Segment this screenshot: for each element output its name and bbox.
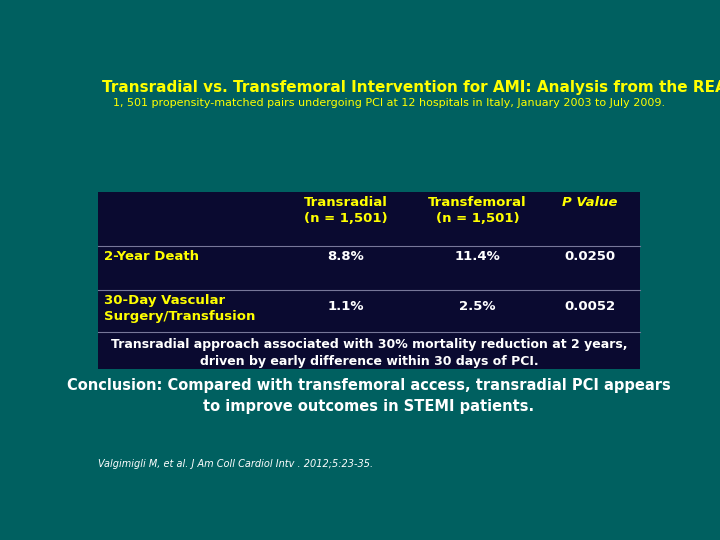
Text: Valgimigli M, et al. J Am Coll Cardiol Intv . 2012;5:23-35.: Valgimigli M, et al. J Am Coll Cardiol I…: [98, 459, 373, 469]
Text: Conclusion: Compared with transfemoral access, transradial PCI appears
to improv: Conclusion: Compared with transfemoral a…: [67, 378, 671, 414]
Text: Transradial approach associated with 30% mortality reduction at 2 years,
driven : Transradial approach associated with 30%…: [111, 338, 627, 368]
Text: Transfemoral
(n = 1,501): Transfemoral (n = 1,501): [428, 195, 527, 225]
Text: P Value: P Value: [562, 195, 618, 208]
Text: 11.4%: 11.4%: [454, 249, 500, 262]
Text: Transradial
(n = 1,501): Transradial (n = 1,501): [304, 195, 387, 225]
Text: 0.0250: 0.0250: [564, 249, 616, 262]
Text: 0.0052: 0.0052: [564, 300, 616, 313]
Text: 30-Day Vascular
Surgery/Transfusion: 30-Day Vascular Surgery/Transfusion: [104, 294, 256, 323]
Text: 8.8%: 8.8%: [328, 249, 364, 262]
Text: 2-Year Death: 2-Year Death: [104, 249, 199, 262]
FancyBboxPatch shape: [98, 192, 640, 369]
Text: 1, 501 propensity-matched pairs undergoing PCI at 12 hospitals in Italy, January: 1, 501 propensity-matched pairs undergoi…: [113, 98, 665, 108]
Text: 1.1%: 1.1%: [328, 300, 364, 313]
Text: Transradial vs. Transfemoral Intervention for AMI: Analysis from the REAL Regist: Transradial vs. Transfemoral Interventio…: [102, 80, 720, 95]
Text: 2.5%: 2.5%: [459, 300, 496, 313]
